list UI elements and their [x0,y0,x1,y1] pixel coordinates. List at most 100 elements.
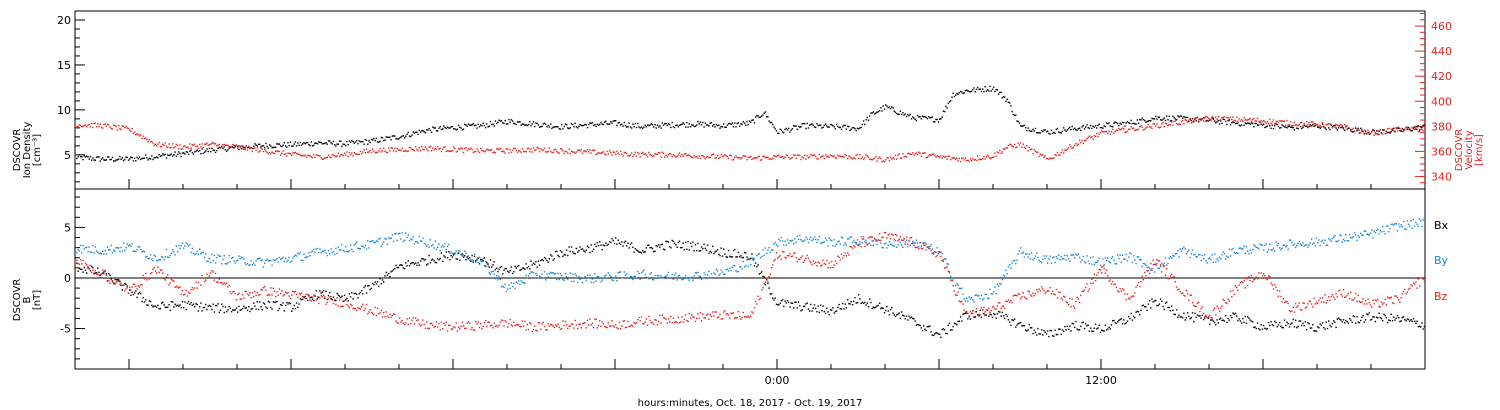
density-point [195,150,197,152]
velocity-point [1331,127,1334,129]
velocity-point [302,154,304,156]
by-point [1302,242,1304,244]
by-point [583,277,585,280]
density-point [1414,126,1416,128]
velocity-point [121,125,123,127]
velocity-point [170,146,173,149]
bx-point [507,270,509,272]
density-point [1328,127,1330,129]
velocity-point [375,151,378,154]
density-point [1377,133,1379,135]
velocity-point [751,158,753,161]
bx-point [496,267,498,269]
bx-point [1159,298,1162,300]
bx-point [473,255,476,257]
density-point [817,124,819,127]
velocity-point [623,152,625,154]
by-point [302,259,304,262]
velocity-point [327,154,330,156]
by-point [304,256,306,259]
bx-point [432,258,434,260]
density-point [1416,126,1418,128]
density-point [535,122,537,124]
density-point [845,128,848,130]
bx-point [1136,310,1138,313]
velocity-point [534,149,536,151]
bx-point [369,288,371,291]
bx-point [214,304,217,307]
by-point [493,273,495,275]
bz-point [510,324,513,326]
density-point [297,142,299,144]
density-point [969,91,972,93]
by-point [794,238,796,240]
by-point [429,239,432,241]
velocity-point [1233,119,1235,121]
bz-point [206,273,208,275]
by-point [1320,240,1323,243]
velocity-point [320,157,322,159]
bx-point [403,268,406,270]
bx-point [472,261,474,263]
velocity-point [275,150,277,152]
bx-point [545,257,547,260]
bz-point [526,323,528,326]
by-point [1137,256,1140,258]
bx-point [1082,321,1084,323]
density-point [1407,126,1410,129]
by-point [318,251,320,254]
by-point [1110,257,1113,259]
density-point [989,85,991,88]
density-point [256,145,258,147]
bx-point [818,311,821,313]
by-point [1200,259,1202,262]
velocity-point [565,151,568,153]
by-point [499,278,501,280]
bx-point [1279,322,1281,324]
density-point [165,157,168,159]
bx-point [191,304,193,306]
velocity-point [298,153,300,155]
velocity-point [535,149,537,151]
by-point [489,273,492,275]
velocity-point [147,141,149,143]
by-point [785,244,787,246]
by-point [206,260,208,262]
bz-point [538,322,541,324]
density-point [1285,126,1287,128]
by-point [1142,262,1145,265]
bx-point [486,261,488,263]
bx-point [1342,319,1345,321]
by-point [346,250,348,253]
bz-point [214,272,217,275]
density-point [795,125,797,127]
by-point [1239,247,1242,249]
by-point [946,262,948,265]
velocity-point [1211,115,1213,118]
bx-point [271,308,273,310]
velocity-point [667,154,670,156]
bx-point [1222,319,1224,321]
by-point [1389,227,1391,230]
by-point [411,239,413,241]
velocity-point [621,153,623,156]
density-point [395,138,397,140]
velocity-point [834,157,837,159]
bz-point [572,323,574,325]
bz-point [367,313,369,315]
velocity-point [1067,147,1070,149]
bx-point [1229,314,1232,317]
velocity-point [784,156,786,158]
by-point [500,286,503,288]
velocity-point [266,151,268,154]
velocity-point [277,150,279,152]
density-point [997,93,1000,95]
by-point [1093,263,1095,266]
bx-point [793,307,795,309]
bx-point [808,310,811,312]
velocity-point [1301,121,1303,124]
density-point [476,127,478,129]
bx-point [1341,321,1343,323]
density-point [1050,129,1053,132]
density-point [685,126,687,128]
